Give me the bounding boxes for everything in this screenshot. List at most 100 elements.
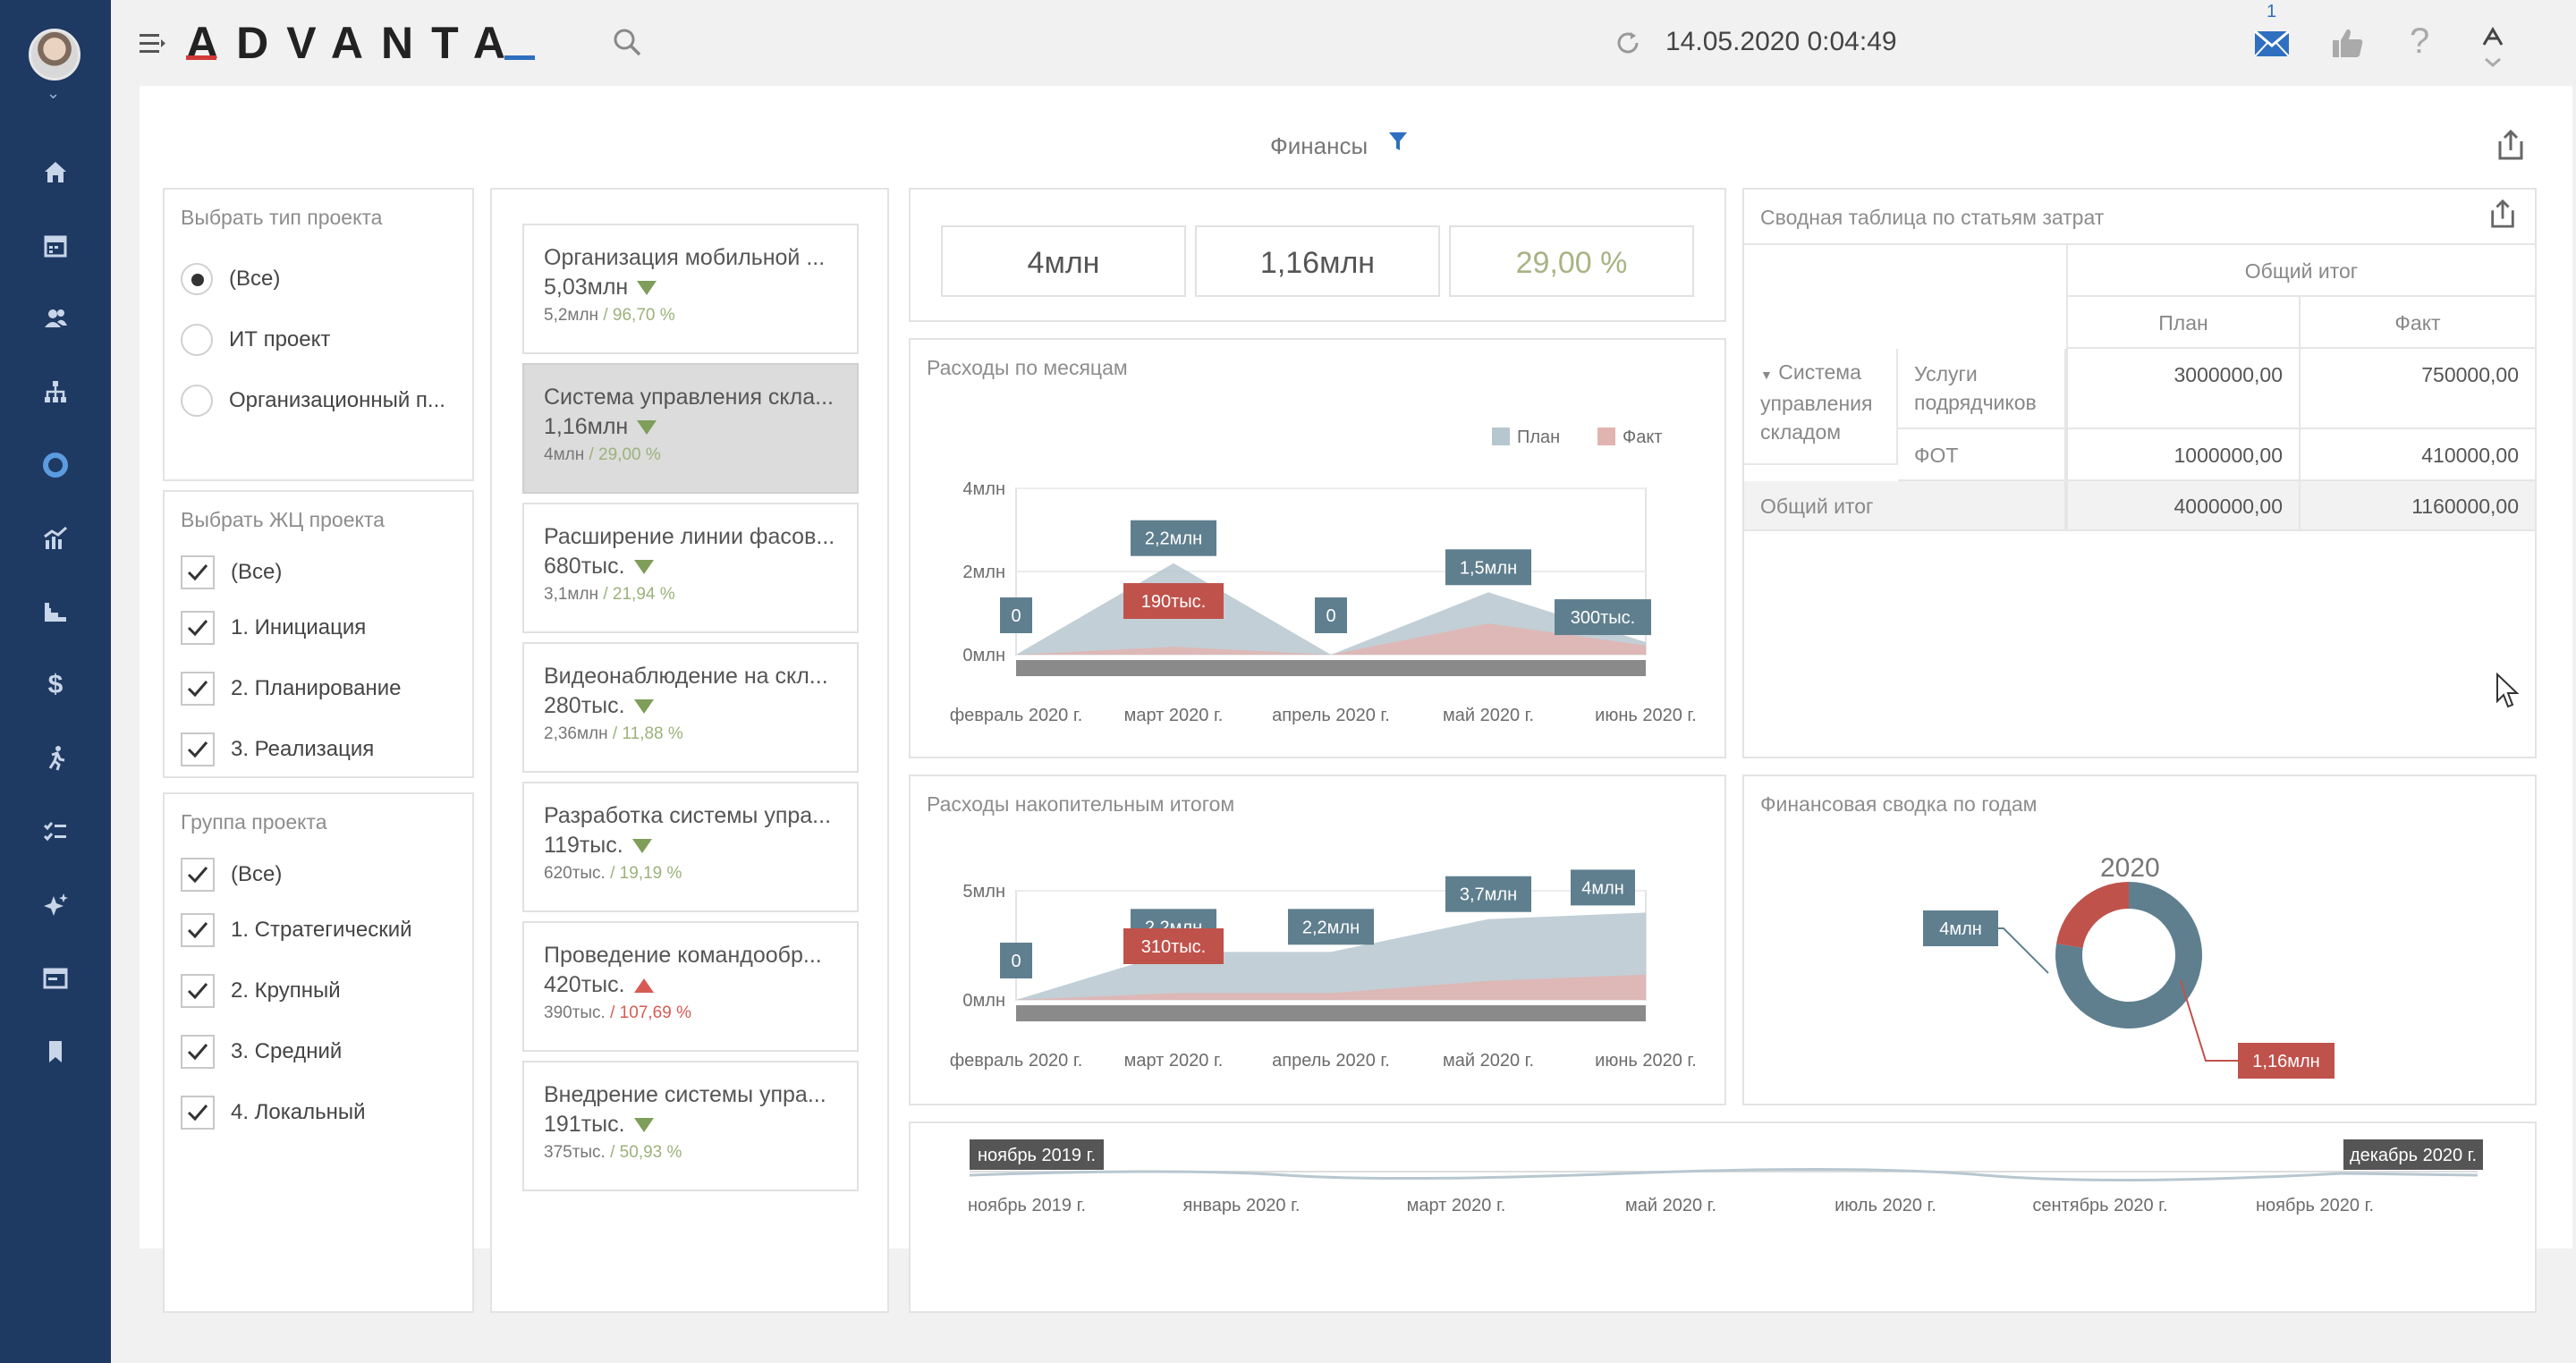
- data-label: 4млн: [1581, 878, 1624, 898]
- export-icon[interactable]: [2488, 199, 2517, 233]
- window-icon[interactable]: [36, 959, 75, 998]
- project-name: Проведение командообр...: [544, 943, 822, 968]
- stairs-icon[interactable]: [36, 592, 75, 631]
- range-scrollbar[interactable]: [1016, 660, 1646, 676]
- checkbox-lc-all[interactable]: (Все): [181, 555, 282, 590]
- project-value-text: 191тыс.: [544, 1112, 625, 1137]
- donut-slice[interactable]: [2056, 882, 2129, 948]
- project-plan: 3,1млн: [544, 585, 604, 604]
- checkbox-grp-3[interactable]: 3. Средний: [181, 1034, 342, 1070]
- project-value: 5,03млн: [544, 275, 837, 301]
- refresh-icon[interactable]: [1614, 29, 1642, 62]
- help-icon[interactable]: ?: [2410, 21, 2430, 61]
- filter-icon[interactable]: [1388, 131, 1408, 157]
- cumulative-expenses-chart: Расходы накопительным итогом 5млн 0млн фев…: [909, 775, 1726, 1105]
- y-tick-label: 5млн: [962, 882, 1005, 902]
- project-plan: 2,36млн: [544, 724, 613, 743]
- export-icon[interactable]: [2496, 129, 2526, 165]
- project-card[interactable]: Внедрение системы упра... 191тыс. 375тыс. …: [522, 1061, 859, 1191]
- project-name: Внедрение системы упра...: [544, 1082, 826, 1107]
- checkbox[interactable]: [181, 974, 215, 1008]
- user-avatar[interactable]: [29, 29, 80, 80]
- checkbox[interactable]: [181, 858, 215, 892]
- pie-icon[interactable]: [36, 445, 75, 485]
- project-value-text: 1,16млн: [544, 414, 629, 439]
- checkbox-label: 1. Стратегический: [231, 918, 412, 942]
- bookmark-icon[interactable]: [36, 1032, 75, 1071]
- project-card[interactable]: Видеонаблюдение на скл... 280тыс. 2,36млн …: [522, 642, 859, 773]
- project-card[interactable]: Разработка системы упра... 119тыс. 620тыс.…: [522, 782, 859, 912]
- dollar-icon[interactable]: $: [47, 670, 64, 699]
- radio-option-all[interactable]: (Все): [181, 261, 280, 297]
- hierarchy-icon[interactable]: [36, 372, 75, 411]
- timeline-tick-label: январь 2020 г.: [1183, 1196, 1301, 1215]
- checkbox-lc-1[interactable]: 1. Инициация: [181, 610, 366, 646]
- sparkle-icon[interactable]: [36, 885, 75, 925]
- timeline-svg[interactable]: ноябрь 2019 г. декабрь 2020 г. ноябрь 2019…: [911, 1123, 2537, 1313]
- radio-option-org[interactable]: Организационный п...: [181, 383, 445, 419]
- logo-accent: [186, 55, 216, 60]
- checkbox[interactable]: [181, 555, 215, 589]
- people-icon[interactable]: [36, 299, 75, 338]
- checkbox[interactable]: [181, 611, 215, 645]
- checkbox[interactable]: [181, 913, 215, 947]
- checkbox-grp-4[interactable]: 4. Локальный: [181, 1095, 366, 1130]
- project-card[interactable]: Проведение командообр... 420тыс. 390тыс. /…: [522, 921, 859, 1052]
- x-tick-label: апрель 2020 г.: [1272, 706, 1390, 725]
- project-value-text: 119тыс.: [544, 833, 623, 858]
- menu-toggle-icon[interactable]: [140, 32, 166, 55]
- project-card[interactable]: Система управления скла... 1,16млн 4млн / …: [522, 363, 859, 494]
- logo[interactable]: ADVANTA: [186, 16, 523, 70]
- data-label-box: [1315, 597, 1347, 633]
- donut-slice[interactable]: [2055, 882, 2202, 1029]
- cumulative-chart-svg: 5млн 0млн февраль 2020 г. март 2020 г. апрел…: [950, 869, 1697, 1071]
- mail-icon[interactable]: [2254, 30, 2290, 62]
- x-tick-label: май 2020 г.: [1443, 706, 1534, 725]
- home-icon[interactable]: [36, 152, 75, 191]
- range-scrollbar[interactable]: [1016, 1005, 1646, 1021]
- runner-icon[interactable]: [36, 739, 75, 778]
- timeline-start-handle[interactable]: [970, 1139, 1104, 1170]
- calendar-icon[interactable]: [36, 225, 75, 265]
- timeline-tick-label: сентябрь 2020 г.: [2032, 1196, 2167, 1215]
- project-plan: 620тыс.: [544, 864, 611, 883]
- checkbox[interactable]: [181, 1096, 215, 1130]
- like-icon[interactable]: [2331, 27, 2365, 63]
- checkbox-lc-3[interactable]: 3. Реализация: [181, 732, 374, 767]
- project-name: Разработка системы упра...: [544, 803, 832, 828]
- radio-button[interactable]: [181, 324, 213, 356]
- checkbox[interactable]: [181, 1035, 215, 1069]
- radio-button[interactable]: [181, 385, 213, 417]
- search-icon[interactable]: [612, 27, 644, 63]
- checkbox-grp-all[interactable]: (Все): [181, 857, 282, 893]
- pivot-cell-fact: 410000,00: [2301, 429, 2537, 481]
- timeline-end-handle[interactable]: [2343, 1139, 2483, 1170]
- project-subline: 375тыс. / 50,93 %: [544, 1143, 837, 1163]
- area-series-fact[interactable]: [1016, 623, 1646, 655]
- x-tick-label: апрель 2020 г.: [1272, 1051, 1390, 1071]
- checkbox-grp-2[interactable]: 2. Крупный: [181, 973, 341, 1009]
- timeline-range-panel: ноябрь 2019 г. декабрь 2020 г. ноябрь 2019…: [909, 1122, 2537, 1313]
- project-card[interactable]: Организация мобильной ... 5,03млн 5,2млн /…: [522, 224, 859, 354]
- user-menu-icon[interactable]: [2479, 25, 2506, 78]
- project-percent: / 107,69 %: [610, 1003, 691, 1022]
- data-label-box: [1445, 876, 1531, 912]
- radio-label: ИТ проект: [229, 327, 331, 351]
- checkbox-grp-1[interactable]: 1. Стратегический: [181, 912, 412, 948]
- area-series-plan[interactable]: [1016, 912, 1646, 1000]
- radio-option-it[interactable]: ИТ проект: [181, 322, 330, 358]
- checkbox[interactable]: [181, 672, 215, 706]
- checklist-icon[interactable]: [36, 812, 75, 851]
- collapse-triangle-icon[interactable]: ▼: [1760, 368, 1773, 382]
- radio-button[interactable]: [181, 263, 213, 295]
- project-card[interactable]: Расширение линии фасов... 680тыс. 3,1млн /…: [522, 503, 859, 633]
- donut-label-plan: 4млн: [1939, 919, 1982, 939]
- checkbox[interactable]: [181, 732, 215, 766]
- dashboard: Финансы Выбрать тип проекта (Все) ИТ про…: [140, 86, 2572, 1313]
- chart-icon[interactable]: [36, 519, 75, 558]
- page-title: Финансы: [1270, 132, 1368, 160]
- checkbox-lc-2[interactable]: 2. Планирование: [181, 671, 401, 707]
- legend-label-fact: Факт: [1623, 428, 1662, 447]
- chevron-down-icon[interactable]: ⌄: [47, 84, 61, 102]
- pivot-row-group[interactable]: ▼ Система управления складом: [1744, 349, 1898, 465]
